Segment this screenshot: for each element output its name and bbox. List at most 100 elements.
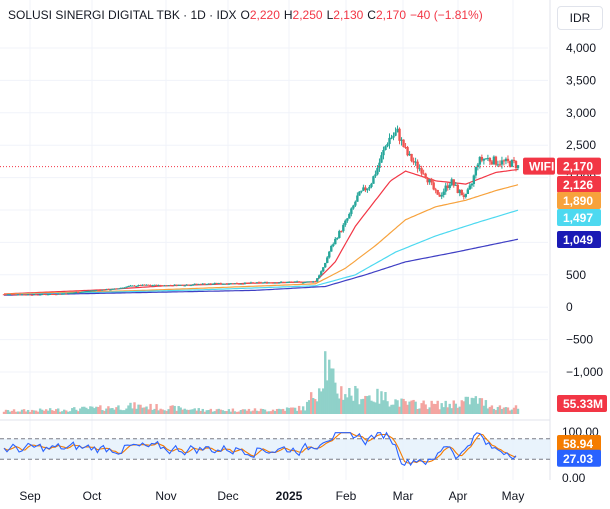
candle-body (408, 153, 411, 156)
volume-bar (462, 401, 465, 414)
candle-body (97, 290, 100, 292)
candle-body (211, 283, 215, 285)
volume-bar (502, 407, 506, 414)
candle-body (189, 285, 192, 287)
volume-bar (297, 405, 301, 414)
candle-body (197, 284, 200, 286)
volume-bar (22, 409, 26, 414)
volume-bar (328, 359, 331, 414)
candle-body (426, 178, 429, 183)
volume-badge-text: 55.33M (563, 397, 603, 411)
volume-bar (380, 391, 383, 414)
volume-bar (193, 408, 196, 414)
candle-body (289, 281, 293, 283)
candle-body (514, 161, 518, 169)
volume-bar (372, 401, 375, 414)
volume-bar (181, 409, 184, 414)
volume-bar (416, 408, 419, 414)
price-axis[interactable]: 4,0003,5003,0002,5002,0001,5001,0005000−… (562, 41, 603, 485)
volume-bar (263, 409, 267, 414)
volume-bar (392, 404, 395, 414)
candle-body (165, 285, 168, 287)
volume-bar (81, 406, 84, 414)
volume-bar (79, 408, 82, 414)
candle-body (384, 146, 387, 151)
volume-bar (494, 410, 498, 414)
candle-body (275, 282, 279, 284)
candle-body (239, 283, 243, 285)
volume-bar (163, 410, 166, 414)
volume-bar (121, 410, 124, 414)
candle-body (448, 184, 451, 189)
volume-bar (247, 408, 251, 414)
candle-body (352, 205, 355, 209)
candle-body (81, 291, 84, 293)
candle-body (464, 193, 467, 197)
volume-bar (161, 409, 164, 414)
volume-bar (191, 409, 194, 414)
volume-bar (55, 409, 58, 414)
candle-body (57, 293, 60, 295)
volume-bar (508, 410, 512, 414)
candle-body (259, 282, 263, 284)
candle-body (488, 157, 492, 162)
volume-bar (77, 411, 80, 414)
volume-bar (446, 407, 449, 414)
candle-body (249, 282, 253, 284)
change-value: −40 (−1.81%) (410, 8, 483, 22)
candle-body (267, 282, 271, 284)
volume-bars (2, 351, 520, 414)
candle-body (137, 285, 140, 287)
candle-body (382, 150, 385, 156)
volume-bar (454, 403, 457, 414)
volume-bar (516, 408, 520, 414)
volume-bar (203, 411, 206, 414)
candle-body (500, 160, 504, 165)
candle-body (336, 237, 339, 239)
candle-body (22, 294, 26, 296)
candle-body (111, 288, 114, 290)
price-tick-label: 3,000 (566, 106, 596, 120)
volume-bar (201, 408, 204, 414)
candle-body (229, 283, 233, 285)
candle-body (456, 184, 459, 193)
currency-button[interactable]: IDR (557, 6, 603, 30)
candle-body (386, 144, 389, 147)
candle-body (414, 161, 417, 163)
volume-bar (151, 409, 154, 414)
stoch-k-badge (557, 434, 601, 452)
symbol-title[interactable]: SOLUSI SINERGI DIGITAL TBK · 1D · IDX (8, 8, 237, 22)
volume-bar (115, 407, 118, 414)
candle-body (2, 294, 6, 296)
volume-bar (410, 400, 413, 414)
candle-body (123, 287, 126, 289)
volume-bar (466, 396, 470, 414)
candle-body (450, 179, 453, 185)
candle-body (129, 285, 132, 287)
volume-bar (386, 401, 389, 414)
candle-body (374, 174, 377, 177)
candle-body (484, 158, 488, 160)
volume-bar (354, 385, 357, 414)
candle-body (360, 190, 363, 192)
volume-bar (93, 408, 96, 414)
candle-body (73, 292, 76, 294)
time-tick-label: Sep (19, 489, 41, 503)
candle-body (255, 282, 259, 284)
price-tick-label: 0 (566, 300, 573, 314)
volume-bar (233, 411, 237, 414)
candle-body (251, 282, 255, 284)
volume-bar (504, 407, 508, 414)
time-axis[interactable]: Sep Oct Nov Dec 2025 Feb Mar Apr May (19, 489, 524, 503)
volume-bar (382, 400, 385, 414)
candle-body (50, 293, 54, 295)
volume-bar (83, 406, 86, 414)
candle-body (153, 284, 156, 286)
ma1-badge-text: 2,126 (563, 178, 593, 192)
candle-body (213, 283, 217, 285)
volume-bar (173, 405, 176, 414)
candle-body (135, 285, 138, 287)
volume-bar (16, 411, 20, 414)
